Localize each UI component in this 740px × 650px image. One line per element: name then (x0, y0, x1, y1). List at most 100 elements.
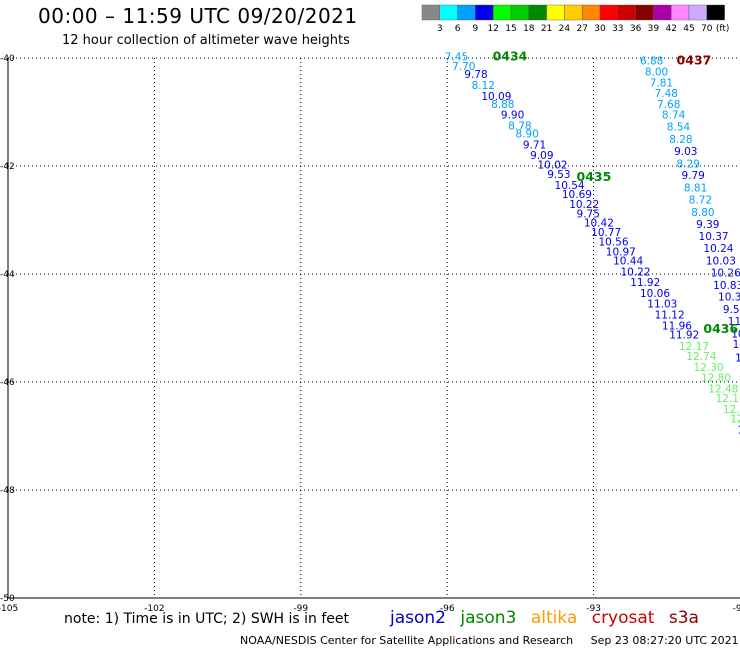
scale-label: 36 (630, 24, 642, 34)
wave-height-value: 8.29 (677, 158, 700, 170)
scale-label: 30 (594, 24, 606, 34)
wave-height-value: 10.22 (569, 199, 599, 211)
scale-unit: (ft) (716, 24, 730, 34)
wave-height-value: 9.56 (723, 304, 740, 316)
map-subtitle: 12 hour collection of altimeter wave hei… (62, 33, 350, 48)
legend-cryosat: cryosat (591, 608, 655, 628)
scale-label: 42 (665, 24, 676, 34)
wave-height-value: 7.48 (655, 88, 678, 100)
wave-height-value: 9.53 (547, 169, 570, 181)
wave-height-value: 9.75 (577, 209, 600, 221)
lon-tick-label: -99 (293, 604, 308, 614)
wave-height-value: 7.45 (445, 51, 468, 63)
wave-height-value: 10.83 (713, 280, 740, 292)
lon-tick-label: -93 (586, 604, 601, 614)
wave-height-value: 10.42 (584, 218, 614, 230)
generated-timestamp: Sep 23 08:27:20 UTC 2021 (590, 634, 739, 647)
wave-height-value: 9.03 (674, 146, 697, 158)
wave-height-value: 7.70 (452, 61, 475, 73)
scale-label: 6 (455, 24, 461, 34)
wave-height-value: 8.80 (691, 207, 714, 219)
wave-height-value: 10.26 (711, 267, 740, 279)
lon-tick-label: -90 (733, 604, 740, 614)
wave-height-value: 8.81 (684, 183, 707, 195)
credit-text: NOAA/NESDIS Center for Satellite Applica… (240, 634, 574, 647)
wave-height-value: 10.56 (598, 237, 628, 249)
scale-label: 39 (648, 24, 660, 34)
wave-height-value: 8.88 (491, 99, 514, 111)
pass-id-label: 0434 (493, 48, 528, 63)
pass-id-label: 0435 (577, 169, 612, 184)
pass-id-label: 0436 (703, 321, 738, 336)
scale-label: 15 (505, 24, 516, 34)
wave-height-value: 8.78 (508, 121, 531, 133)
wave-height-value: 10 (735, 353, 740, 365)
footer-note: note: 1) Time is in UTC; 2) SWH is in fe… (64, 611, 350, 627)
lon-tick-label: -102 (144, 604, 164, 614)
wave-height-value: 9.90 (501, 110, 524, 122)
wave-height-value: 11.03 (647, 299, 677, 311)
wave-height-value: 11.1 (728, 316, 740, 328)
wave-height-value: 9.09 (530, 150, 553, 162)
wave-height-value: 7.68 (657, 99, 680, 111)
wave-height-value: 10.54 (555, 180, 585, 192)
scale-label: 21 (541, 24, 552, 34)
wave-height-value: 11.12 (655, 310, 685, 322)
wave-height-value: 11.8 (738, 425, 740, 437)
credit-line: NOAA/NESDIS Center for Satellite Applica… (240, 634, 739, 647)
wave-height-value: 10.39 (718, 292, 740, 304)
wave-height-value: 8.72 (689, 194, 712, 206)
lat-tick-label: -44 (0, 270, 15, 280)
wave-height-value: 11.96 (662, 320, 692, 332)
wave-height-value: 12.30 (694, 362, 724, 374)
legend-jason3: jason3 (460, 608, 517, 628)
wave-height-value: 12.09 (730, 414, 740, 426)
pass-id-label: 0437 (677, 53, 712, 68)
wave-height-value: 10.06 (640, 288, 670, 300)
wave-height-value: 8.28 (669, 134, 692, 146)
wave-height-value: 10.97 (606, 246, 636, 258)
lat-tick-label: -50 (0, 594, 15, 604)
scale-label: 18 (523, 24, 535, 34)
scale-label: 3 (437, 24, 443, 34)
wave-height-value: 8.12 (472, 80, 495, 92)
wave-height-value: 11.92 (669, 329, 699, 341)
scale-label: 12 (487, 24, 498, 34)
legend-altika: altika (530, 608, 578, 628)
scale-label: 9 (473, 24, 479, 34)
wave-height-value: 10.37 (699, 231, 729, 243)
wave-height-value: 10 (733, 339, 740, 351)
lat-tick-label: -48 (0, 486, 15, 496)
scale-label: 45 (683, 24, 694, 34)
wave-height-value: 10.44 (613, 256, 643, 268)
wave-height-value: 8.90 (516, 129, 539, 141)
wave-height-value: 8.54 (667, 122, 691, 134)
wave-height-value: 8.00 (645, 67, 668, 79)
wave-height-value: 12.10 (716, 393, 740, 405)
wave-height-value: 9.79 (681, 170, 704, 182)
wave-height-value: 8.74 (662, 110, 686, 122)
satellite-legend: jason2 jason3 altika cryosat s3a (390, 608, 708, 628)
wave-height-value: 9.78 (464, 69, 487, 81)
wave-height-value: 10.22 (620, 266, 650, 278)
wave-height-color-scale: 3 6 9 12 15 18 21 24 27 30 33 36 39 42 45 70 (ft) (421, 4, 730, 34)
legend-jason2: jason2 (390, 608, 446, 628)
wave-height-value: 10.02 (537, 159, 567, 171)
wave-height-value: 9.39 (696, 219, 719, 231)
scale-swatch (706, 4, 725, 21)
wave-height-value: 10.09 (481, 91, 511, 103)
legend-s3a: s3a (668, 608, 699, 628)
wave-height-value: 10.69 (562, 189, 592, 201)
wave-height-value: 12.74 (686, 351, 716, 363)
scale-label: 70 (701, 24, 713, 34)
wave-height-value: 12.80 (701, 373, 731, 385)
wave-height-value: 10 (731, 328, 740, 340)
scale-label: 27 (576, 24, 587, 34)
map-title: 00:00 – 11:59 UTC 09/20/2021 (38, 4, 358, 28)
wave-height-value: 7.81 (650, 77, 673, 89)
wave-height-value: 11.92 (630, 277, 660, 289)
wave-height-value: 12.48 (708, 383, 738, 395)
lon-tick-label: -105 (0, 604, 18, 614)
lon-tick-label: -96 (440, 604, 455, 614)
